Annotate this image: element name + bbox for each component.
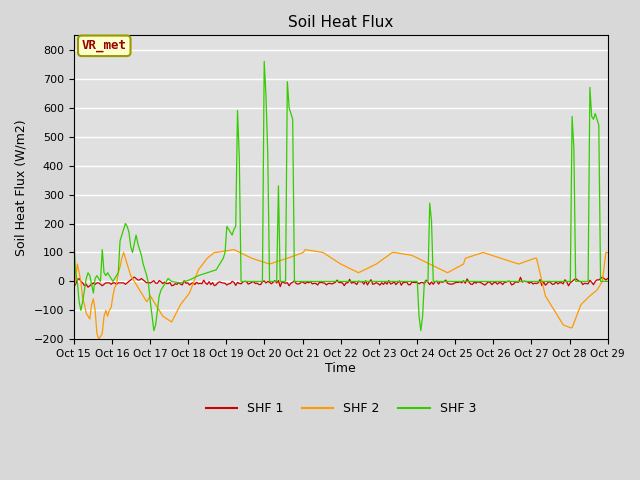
SHF 2	[230, 247, 238, 252]
SHF 1	[522, 278, 530, 284]
SHF 2	[568, 325, 576, 331]
SHF 2	[70, 287, 77, 293]
SHF 3	[150, 328, 157, 334]
SHF 3	[568, 113, 576, 119]
Legend: SHF 1, SHF 2, SHF 3: SHF 1, SHF 2, SHF 3	[200, 397, 481, 420]
SHF 1	[492, 279, 499, 285]
Y-axis label: Soil Heat Flux (W/m2): Soil Heat Flux (W/m2)	[15, 119, 28, 256]
SHF 3	[70, 232, 77, 238]
SHF 2	[524, 258, 531, 264]
SHF 2	[289, 253, 296, 259]
SHF 1	[287, 280, 295, 286]
SHF 3	[289, 117, 296, 122]
Line: SHF 1: SHF 1	[74, 277, 608, 287]
Text: VR_met: VR_met	[82, 39, 127, 52]
SHF 3	[604, 278, 612, 284]
SHF 3	[307, 278, 314, 284]
Line: SHF 3: SHF 3	[74, 61, 608, 331]
SHF 2	[95, 336, 102, 342]
SHF 3	[493, 278, 501, 284]
SHF 3	[260, 59, 268, 64]
SHF 1	[305, 280, 312, 286]
SHF 1	[70, 284, 77, 290]
SHF 1	[131, 274, 138, 280]
SHF 1	[604, 276, 612, 281]
SHF 2	[493, 254, 501, 260]
SHF 3	[438, 278, 446, 284]
X-axis label: Time: Time	[325, 362, 356, 375]
Title: Soil Heat Flux: Soil Heat Flux	[288, 15, 394, 30]
SHF 2	[307, 248, 314, 253]
Line: SHF 2: SHF 2	[74, 250, 608, 339]
SHF 2	[438, 267, 446, 273]
SHF 3	[524, 278, 531, 284]
SHF 1	[566, 280, 574, 286]
SHF 1	[436, 278, 444, 284]
SHF 2	[604, 250, 612, 255]
